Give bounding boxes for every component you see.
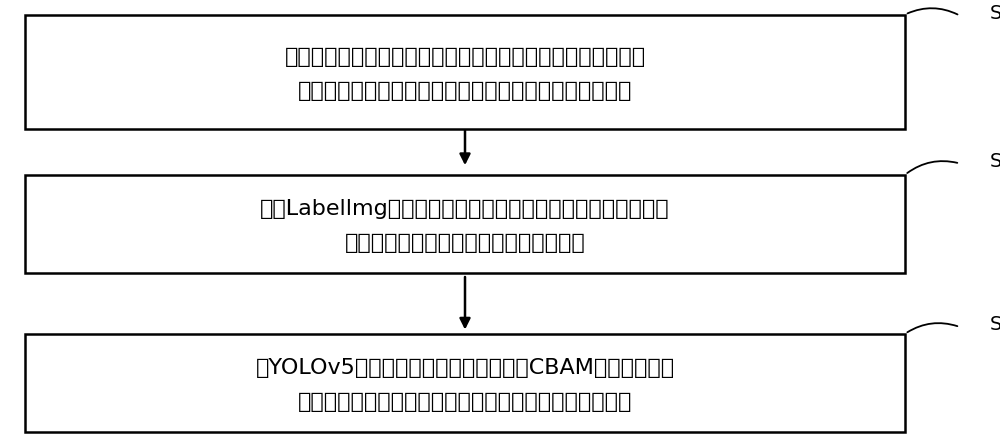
FancyBboxPatch shape: [25, 15, 905, 129]
Text: 利用Labellmg标注工具从获取的视频中对异物进行截取和标注: 利用Labellmg标注工具从获取的视频中对异物进行截取和标注: [260, 199, 670, 220]
Text: 在YOLOv5算法框架下，引入注意力模型CBAM，使用深度可: 在YOLOv5算法框架下，引入注意力模型CBAM，使用深度可: [255, 358, 675, 379]
Text: ，并对输送带图像进行自适应直方图均衡: ，并对输送带图像进行自适应直方图均衡: [345, 233, 585, 253]
Text: 分离卷积精简网络参数，优化损失函数，并构建检测模型: 分离卷积精简网络参数，优化损失函数，并构建检测模型: [298, 392, 632, 412]
FancyBboxPatch shape: [25, 175, 905, 273]
Text: 利用煤矿井下输送带监控视频制作训练样本和测试样本，包括: 利用煤矿井下输送带监控视频制作训练样本和测试样本，包括: [284, 47, 646, 67]
FancyBboxPatch shape: [25, 334, 905, 432]
Text: S102: S102: [990, 152, 1000, 171]
Text: 煤尘干扰、光照不均以及高速运动三种情况下的异物检测: 煤尘干扰、光照不均以及高速运动三种情况下的异物检测: [298, 81, 632, 101]
Text: S101: S101: [990, 4, 1000, 23]
Text: S103: S103: [990, 315, 1000, 334]
